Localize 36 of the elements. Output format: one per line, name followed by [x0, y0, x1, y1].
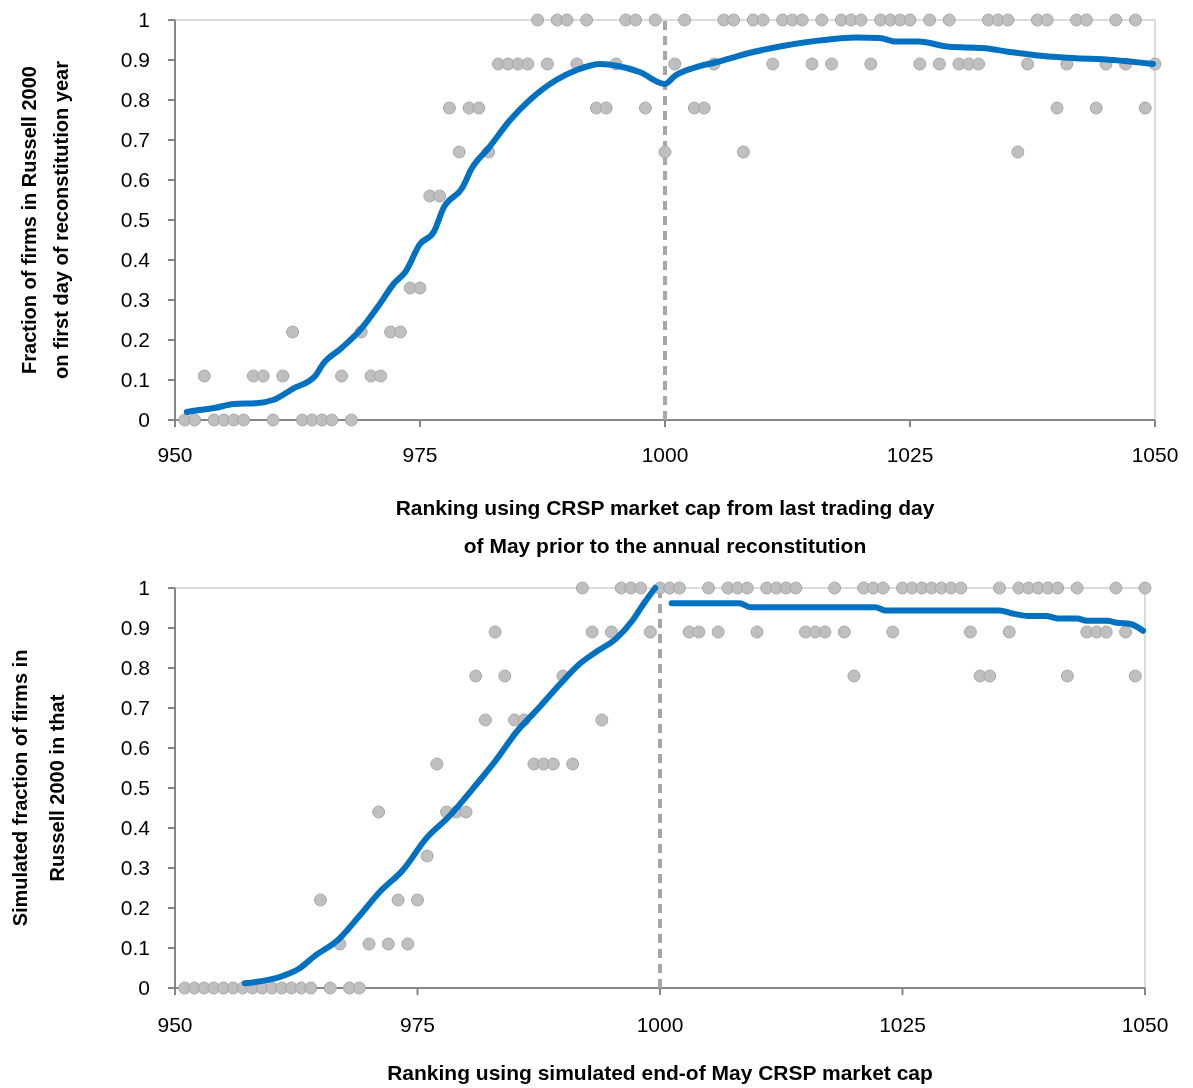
x-tick-label: 1000	[636, 1013, 684, 1036]
x-tick-label: 1000	[641, 443, 689, 466]
x-axis-title: Ranking using simulated end-of May CRSP market cap	[387, 1061, 933, 1084]
y-tick-label: 0.6	[120, 168, 150, 192]
x-tick-label: 1025	[879, 1013, 926, 1036]
y-tick-label: 0.4	[120, 816, 151, 840]
x-tick-label: 1050	[1121, 1013, 1169, 1036]
y-tick-label: 1	[138, 8, 150, 32]
x-axis-title: Ranking using CRSP market cap from last trading day of May prior to the annual reconstitution	[395, 496, 935, 557]
y-tick-label: 0.9	[120, 616, 150, 640]
y-tick-label: 1	[138, 576, 150, 600]
x-tick-label: 950	[157, 1013, 193, 1036]
y-tick-label: 0	[138, 976, 150, 1000]
x-tick-label: 1025	[886, 443, 934, 466]
x-tick-label: 975	[402, 443, 438, 466]
y-tick-label: 0.9	[120, 48, 150, 72]
y-tick-label: 0.7	[120, 128, 150, 152]
x-tick-label: 1050	[1131, 443, 1179, 466]
y-axis-title: Fraction of firms in Russell 2000 on first day of reconstitution year	[18, 60, 72, 379]
y-tick-label: 0.2	[120, 896, 150, 920]
y-tick-label: 0.5	[120, 776, 150, 800]
y-tick-label: 0	[138, 408, 150, 432]
y-tick-label: 0.5	[120, 208, 150, 232]
y-tick-label: 0.2	[120, 328, 150, 352]
y-tick-label: 0.1	[120, 936, 150, 960]
y-tick-label: 0.8	[120, 656, 150, 680]
y-tick-label: 0.1	[120, 368, 150, 392]
y-tick-label: 0.6	[120, 736, 150, 760]
x-tick-label: 950	[157, 443, 193, 466]
y-axis-title: Simulated fraction of firms in Russell 2000 in that	[9, 649, 68, 927]
x-tick-label: 975	[399, 1013, 436, 1036]
y-tick-label: 0.4	[120, 248, 151, 272]
y-tick-label: 0.8	[120, 88, 150, 112]
y-tick-label: 0.3	[120, 856, 150, 880]
y-tick-label: 0.7	[120, 696, 150, 720]
y-tick-label: 0.3	[120, 288, 150, 312]
